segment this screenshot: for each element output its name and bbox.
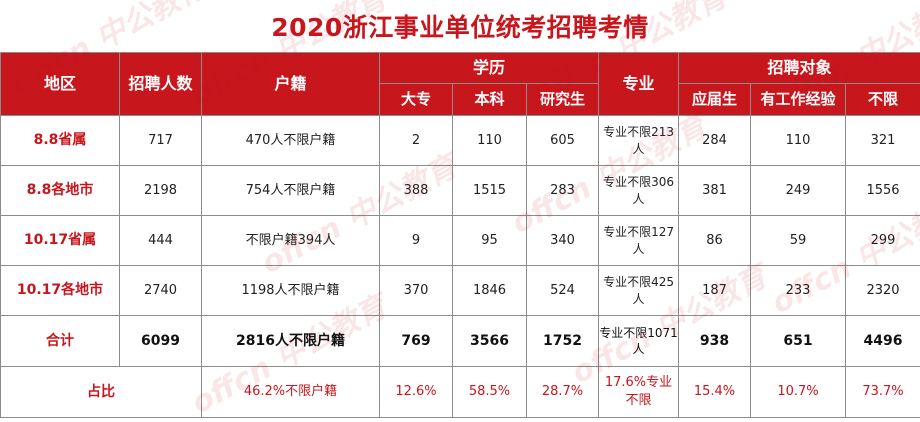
header-major: 专业 — [599, 53, 679, 116]
row-count: 444 — [120, 216, 202, 266]
ratio-dazhuan: 12.6% — [380, 367, 453, 418]
row-yanjiusheng: 283 — [527, 166, 599, 216]
total-count: 6099 — [120, 316, 202, 367]
ratio-row: 占比 46.2%不限户籍 12.6% 58.5% 28.7% 17.6%专业不限… — [1, 367, 920, 418]
ratio-major: 17.6%专业不限 — [599, 367, 679, 418]
row-dazhuan: 370 — [380, 266, 453, 316]
row-yingjie: 86 — [679, 216, 751, 266]
row-work-exp: 233 — [751, 266, 846, 316]
row-region: 8.8省属 — [1, 116, 120, 166]
header-education: 学历 — [380, 53, 599, 84]
row-count: 2740 — [120, 266, 202, 316]
row-dazhuan: 9 — [380, 216, 453, 266]
ratio-yanjiusheng: 28.7% — [527, 367, 599, 418]
ratio-benke: 58.5% — [453, 367, 527, 418]
total-row: 合计 6099 2816人不限户籍 769 3566 1752 专业不限1071… — [1, 316, 920, 367]
row-dazhuan: 388 — [380, 166, 453, 216]
row-region: 8.8各地市 — [1, 166, 120, 216]
row-hukou: 1198人不限户籍 — [202, 266, 380, 316]
row-major: 专业不限213人 — [599, 116, 679, 166]
table-row: 10.17省属 444 不限户籍394人 9 95 340 专业不限127人 8… — [1, 216, 920, 266]
row-work-exp: 249 — [751, 166, 846, 216]
row-hukou: 470人不限户籍 — [202, 116, 380, 166]
header-yingjie: 应届生 — [679, 84, 751, 116]
row-benke: 1846 — [453, 266, 527, 316]
row-count: 717 — [120, 116, 202, 166]
row-buxian: 2320 — [846, 266, 920, 316]
row-buxian: 321 — [846, 116, 920, 166]
row-benke: 95 — [453, 216, 527, 266]
row-yingjie: 187 — [679, 266, 751, 316]
header-region: 地区 — [1, 53, 120, 116]
header-target: 招聘对象 — [679, 53, 920, 84]
table-row: 8.8各地市 2198 754人不限户籍 388 1515 283 专业不限30… — [1, 166, 920, 216]
ratio-hukou: 46.2%不限户籍 — [202, 367, 380, 418]
total-major: 专业不限1071人 — [599, 316, 679, 367]
total-buxian: 4496 — [846, 316, 920, 367]
header-dazhuan: 大专 — [380, 84, 453, 116]
row-benke: 1515 — [453, 166, 527, 216]
row-count: 2198 — [120, 166, 202, 216]
header-hukou: 户籍 — [202, 53, 380, 116]
header-work-exp: 有工作经验 — [751, 84, 846, 116]
row-hukou: 不限户籍394人 — [202, 216, 380, 266]
row-yanjiusheng: 524 — [527, 266, 599, 316]
recruitment-table: 地区 招聘人数 户籍 学历 专业 招聘对象 大专 本科 研究生 应届生 有工作经… — [0, 52, 920, 418]
row-yanjiusheng: 340 — [527, 216, 599, 266]
total-dazhuan: 769 — [380, 316, 453, 367]
row-dazhuan: 2 — [380, 116, 453, 166]
row-major: 专业不限127人 — [599, 216, 679, 266]
total-yingjie: 938 — [679, 316, 751, 367]
header-benke: 本科 — [453, 84, 527, 116]
ratio-buxian: 73.7% — [846, 367, 920, 418]
header-recruit-count: 招聘人数 — [120, 53, 202, 116]
row-region: 10.17省属 — [1, 216, 120, 266]
ratio-region: 占比 — [1, 367, 202, 418]
total-benke: 3566 — [453, 316, 527, 367]
row-buxian: 299 — [846, 216, 920, 266]
row-work-exp: 59 — [751, 216, 846, 266]
row-hukou: 754人不限户籍 — [202, 166, 380, 216]
table-row: 10.17各地市 2740 1198人不限户籍 370 1846 524 专业不… — [1, 266, 920, 316]
total-region: 合计 — [1, 316, 120, 367]
row-buxian: 1556 — [846, 166, 920, 216]
row-major: 专业不限306人 — [599, 166, 679, 216]
header-buxian: 不限 — [846, 84, 920, 116]
row-benke: 110 — [453, 116, 527, 166]
total-hukou: 2816人不限户籍 — [202, 316, 380, 367]
ratio-yingjie: 15.4% — [679, 367, 751, 418]
row-work-exp: 110 — [751, 116, 846, 166]
header-yanjiusheng: 研究生 — [527, 84, 599, 116]
row-yanjiusheng: 605 — [527, 116, 599, 166]
page-title: 2020浙江事业单位统考招聘考情 — [0, 0, 920, 53]
ratio-work-exp: 10.7% — [751, 367, 846, 418]
row-region: 10.17各地市 — [1, 266, 120, 316]
row-yingjie: 284 — [679, 116, 751, 166]
total-work-exp: 651 — [751, 316, 846, 367]
table-row: 8.8省属 717 470人不限户籍 2 110 605 专业不限213人 28… — [1, 116, 920, 166]
total-yanjiusheng: 1752 — [527, 316, 599, 367]
row-major: 专业不限425人 — [599, 266, 679, 316]
row-yingjie: 381 — [679, 166, 751, 216]
